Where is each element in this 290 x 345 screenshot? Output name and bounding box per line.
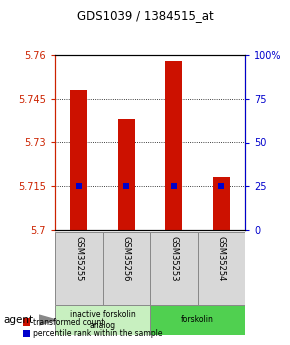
Text: inactive forskolin
analog: inactive forskolin analog bbox=[70, 310, 135, 330]
Text: GSM35255: GSM35255 bbox=[74, 236, 83, 281]
Polygon shape bbox=[39, 315, 57, 325]
Text: GSM35253: GSM35253 bbox=[169, 236, 178, 281]
Bar bbox=[102, 232, 150, 305]
Bar bbox=[70, 90, 87, 230]
Text: GDS1039 / 1384515_at: GDS1039 / 1384515_at bbox=[77, 9, 213, 22]
Bar bbox=[150, 305, 245, 335]
Text: transformed count: transformed count bbox=[33, 318, 105, 327]
Bar bbox=[55, 305, 150, 335]
Bar bbox=[165, 61, 182, 230]
Text: GSM35256: GSM35256 bbox=[122, 236, 131, 281]
Text: percentile rank within the sample: percentile rank within the sample bbox=[33, 329, 163, 338]
Bar bbox=[213, 177, 230, 230]
Bar bbox=[55, 232, 102, 305]
Bar bbox=[197, 232, 245, 305]
Text: forskolin: forskolin bbox=[181, 315, 214, 325]
Text: agent: agent bbox=[3, 315, 33, 325]
Text: GSM35254: GSM35254 bbox=[217, 236, 226, 281]
Bar bbox=[118, 119, 135, 230]
Bar bbox=[150, 232, 197, 305]
